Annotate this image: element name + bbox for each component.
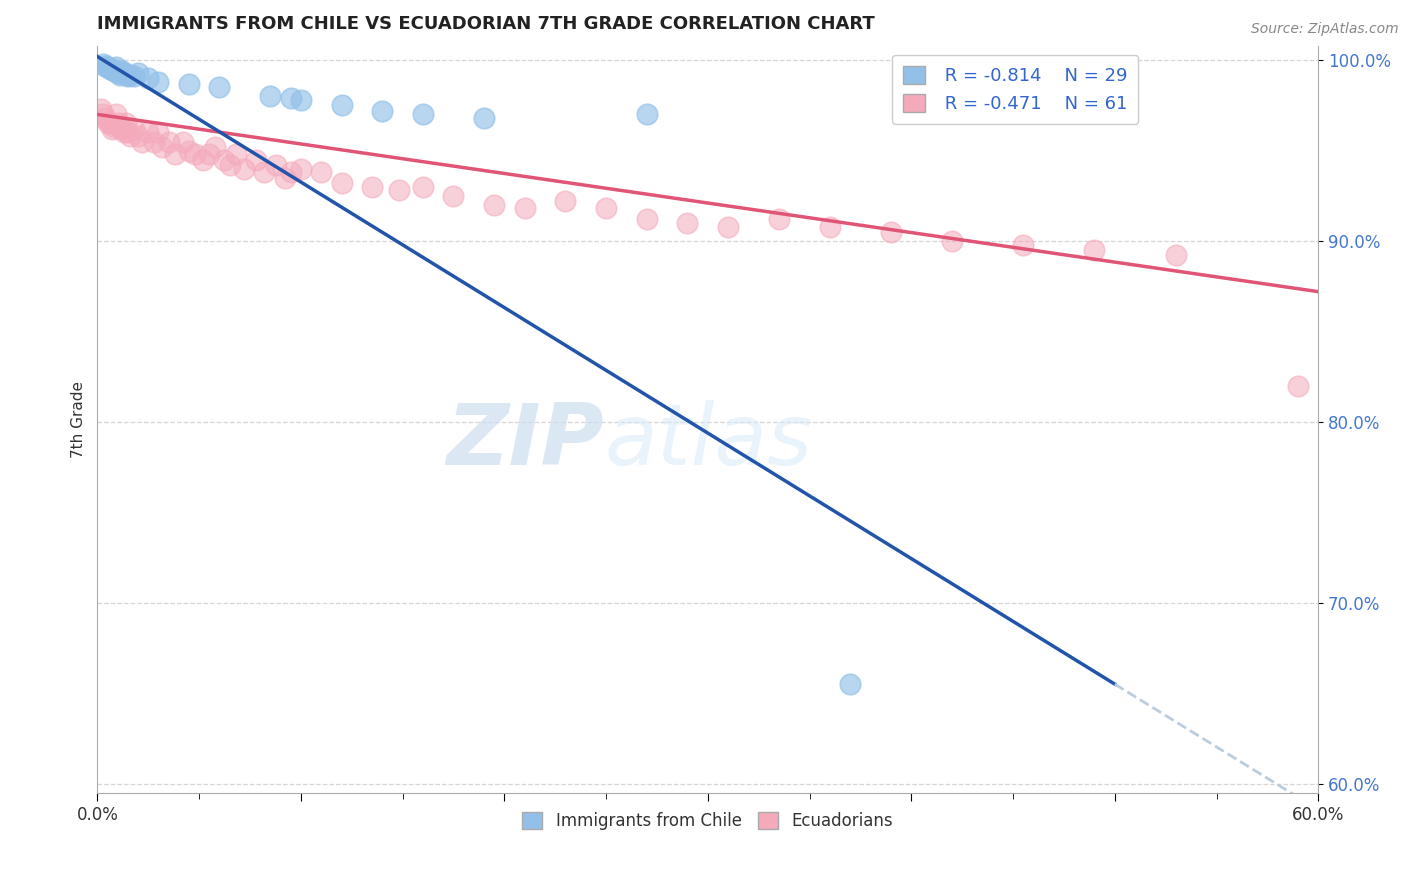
Point xyxy=(412,107,434,121)
Point xyxy=(482,198,505,212)
Point xyxy=(94,111,117,125)
Point xyxy=(117,126,139,140)
Point xyxy=(157,135,180,149)
Text: IMMIGRANTS FROM CHILE VS ECUADORIAN 7TH GRADE CORRELATION CHART: IMMIGRANTS FROM CHILE VS ECUADORIAN 7TH … xyxy=(97,15,875,33)
Point xyxy=(152,140,174,154)
Point xyxy=(280,165,302,179)
Point xyxy=(96,61,118,75)
Text: atlas: atlas xyxy=(605,401,813,483)
Point xyxy=(245,153,267,167)
Point xyxy=(115,68,138,82)
Point xyxy=(100,121,122,136)
Point xyxy=(111,64,134,78)
Point xyxy=(112,126,135,140)
Point xyxy=(361,179,384,194)
Point xyxy=(218,158,240,172)
Point xyxy=(172,135,194,149)
Point xyxy=(309,165,332,179)
Point xyxy=(108,68,131,82)
Point xyxy=(595,202,617,216)
Point xyxy=(204,140,226,154)
Point xyxy=(103,64,125,78)
Point xyxy=(136,71,159,86)
Point xyxy=(112,66,135,80)
Legend: Immigrants from Chile, Ecuadorians: Immigrants from Chile, Ecuadorians xyxy=(516,805,900,837)
Point xyxy=(259,89,281,103)
Point xyxy=(93,107,115,121)
Point xyxy=(107,116,129,130)
Point xyxy=(177,77,200,91)
Point xyxy=(104,107,127,121)
Text: Source: ZipAtlas.com: Source: ZipAtlas.com xyxy=(1251,22,1399,37)
Point xyxy=(118,129,141,144)
Point xyxy=(191,153,214,167)
Point xyxy=(232,161,254,176)
Point xyxy=(184,147,207,161)
Point xyxy=(108,120,131,134)
Point xyxy=(93,56,115,70)
Point xyxy=(117,70,139,84)
Point xyxy=(443,188,465,202)
Point xyxy=(136,126,159,140)
Point xyxy=(104,61,127,75)
Point xyxy=(115,116,138,130)
Point xyxy=(290,93,312,107)
Point xyxy=(636,212,658,227)
Point xyxy=(676,216,699,230)
Point xyxy=(1083,243,1105,257)
Point xyxy=(107,66,129,80)
Point xyxy=(143,135,166,149)
Point xyxy=(472,111,495,125)
Point xyxy=(148,75,170,89)
Point xyxy=(266,158,288,172)
Point xyxy=(177,144,200,158)
Point xyxy=(880,225,903,239)
Y-axis label: 7th Grade: 7th Grade xyxy=(72,381,86,458)
Point xyxy=(98,62,121,77)
Point xyxy=(100,62,122,77)
Point xyxy=(554,194,576,209)
Point xyxy=(118,68,141,82)
Point xyxy=(768,212,790,227)
Point xyxy=(412,179,434,194)
Point xyxy=(717,219,740,234)
Point xyxy=(163,147,186,161)
Point xyxy=(122,70,145,84)
Point xyxy=(148,126,170,140)
Point xyxy=(290,161,312,176)
Point xyxy=(198,147,221,161)
Point xyxy=(941,234,963,248)
Point xyxy=(513,202,536,216)
Point xyxy=(212,153,235,167)
Text: ZIP: ZIP xyxy=(447,401,605,483)
Point xyxy=(208,80,231,95)
Point xyxy=(122,121,145,136)
Point xyxy=(90,102,112,116)
Point xyxy=(371,103,394,118)
Point xyxy=(96,116,118,130)
Point xyxy=(127,66,149,80)
Point xyxy=(131,135,153,149)
Point xyxy=(839,677,862,691)
Point xyxy=(94,59,117,73)
Point xyxy=(636,107,658,121)
Point xyxy=(98,116,121,130)
Point xyxy=(103,120,125,134)
Point xyxy=(818,219,841,234)
Point xyxy=(253,165,276,179)
Point xyxy=(387,183,409,197)
Point xyxy=(1012,237,1035,252)
Point xyxy=(127,129,149,144)
Point xyxy=(225,147,247,161)
Point xyxy=(1164,248,1187,262)
Point xyxy=(1286,378,1309,392)
Point xyxy=(273,170,295,185)
Point xyxy=(280,91,302,105)
Point xyxy=(111,121,134,136)
Point xyxy=(330,98,353,112)
Point xyxy=(330,176,353,190)
